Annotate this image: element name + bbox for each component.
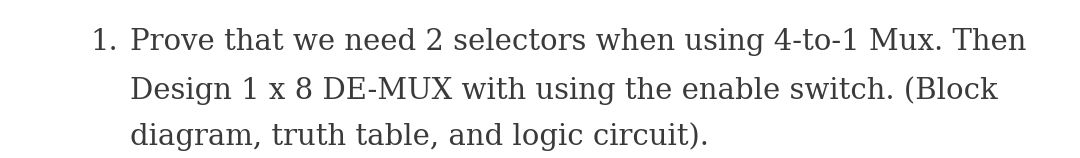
Text: 1.: 1.: [90, 28, 118, 56]
Text: Design 1 x 8 DE-MUX with using the enable switch. (Block: Design 1 x 8 DE-MUX with using the enabl…: [130, 76, 998, 105]
Text: Prove that we need 2 selectors when using 4-to-1 Mux. Then: Prove that we need 2 selectors when usin…: [130, 28, 1026, 56]
Text: diagram, truth table, and logic circuit).: diagram, truth table, and logic circuit)…: [130, 122, 708, 151]
